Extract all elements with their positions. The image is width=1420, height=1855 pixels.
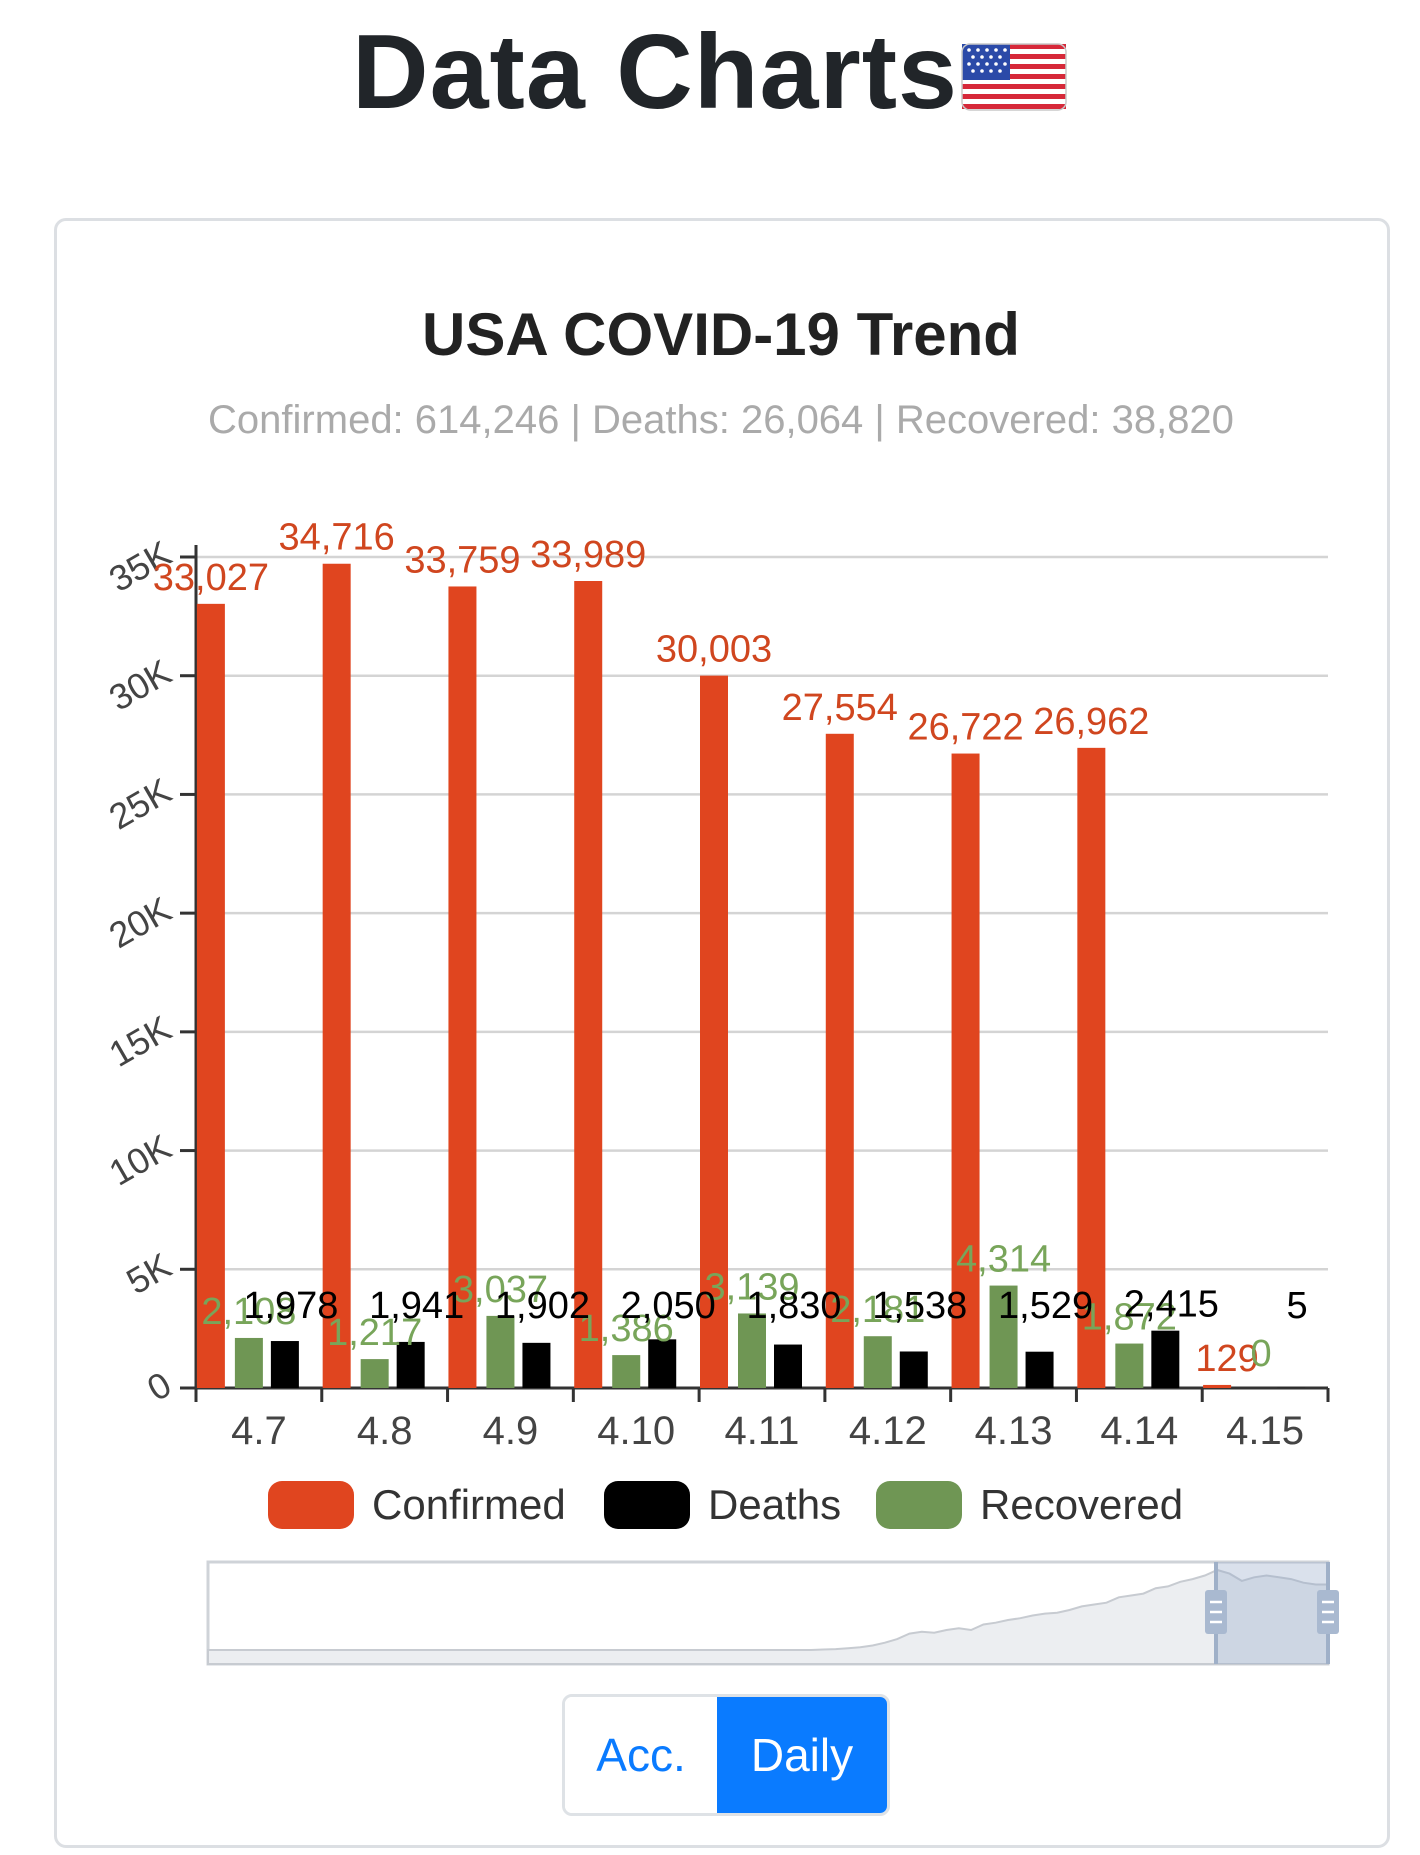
data-label-confirmed: 30,003 [656, 629, 772, 671]
datazoom-preview-area [207, 1568, 1329, 1665]
bar-confirmed [448, 586, 477, 1388]
accumulated-button[interactable]: Acc. [565, 1697, 717, 1813]
data-label-recovered: 1,217 [327, 1312, 422, 1354]
bar-recovered [989, 1285, 1018, 1388]
bar-confirmed [196, 603, 225, 1388]
y-tick-label: 30K [102, 651, 178, 719]
page-title: Data Charts [0, 12, 1420, 141]
legend-label-deaths: Deaths [708, 1481, 841, 1528]
data-label-deaths: 1,902 [495, 1285, 590, 1327]
x-tick-label: 4.13 [975, 1409, 1053, 1453]
data-label-deaths: 1,529 [998, 1285, 1093, 1327]
datazoom-selected-range [1216, 1562, 1328, 1664]
page-title-text: Data Charts [352, 13, 958, 131]
bar-recovered [612, 1355, 641, 1388]
bar-confirmed [700, 675, 728, 1388]
x-tick-label: 4.12 [849, 1409, 927, 1453]
x-tick-label: 4.8 [357, 1409, 413, 1453]
data-label-confirmed: 26,722 [907, 707, 1023, 749]
datazoom-left-handle[interactable] [1205, 1590, 1227, 1634]
y-tick-label: 0 [140, 1363, 178, 1409]
chart-title: USA COVID-19 Trend [422, 301, 1020, 368]
data-label-recovered: 4,314 [956, 1239, 1051, 1281]
data-label-confirmed: 34,716 [279, 517, 395, 559]
daily-button[interactable]: Daily [717, 1697, 887, 1813]
bar-deaths [522, 1342, 551, 1388]
legend-label-confirmed: Confirmed [372, 1481, 566, 1528]
data-label-recovered: 2,108 [201, 1291, 296, 1333]
data-label-recovered: 0 [1251, 1333, 1272, 1375]
y-tick-label: 10K [102, 1126, 178, 1194]
chart-subtitle: Confirmed: 614,246 | Deaths: 26,064 | Re… [208, 398, 1234, 442]
x-tick-label: 4.14 [1100, 1409, 1178, 1453]
bar-deaths [648, 1339, 677, 1388]
bar-recovered [863, 1336, 892, 1388]
x-tick-label: 4.15 [1226, 1409, 1304, 1453]
x-tick-label: 4.10 [597, 1409, 675, 1453]
bar-deaths [270, 1341, 299, 1388]
legend-swatch-confirmed [268, 1481, 354, 1529]
legend-label-recovered: Recovered [980, 1481, 1183, 1528]
bar-confirmed [1077, 747, 1106, 1388]
bar-deaths [774, 1344, 802, 1388]
data-label-confirmed: 33,759 [404, 539, 520, 581]
bar-recovered [234, 1337, 263, 1388]
data-label-deaths: 5 [1287, 1285, 1308, 1327]
datazoom-right-handle[interactable] [1317, 1590, 1339, 1634]
bar-confirmed [574, 581, 603, 1388]
bar-recovered [738, 1313, 766, 1388]
data-label-deaths: 2,415 [1124, 1284, 1219, 1326]
y-tick-label: 15K [102, 1007, 178, 1075]
bar-recovered [1115, 1343, 1144, 1388]
data-label-deaths: 1,538 [872, 1285, 967, 1327]
data-label-confirmed: 33,027 [153, 557, 269, 599]
bar-confirmed [825, 733, 854, 1388]
bar-deaths [899, 1351, 928, 1388]
y-tick-label: 25K [102, 770, 178, 838]
legend-swatch-deaths [604, 1481, 690, 1529]
bar-recovered [360, 1359, 389, 1388]
data-label-recovered: 1,386 [579, 1308, 674, 1350]
data-label-recovered: 3,037 [453, 1269, 548, 1311]
data-label-confirmed: 26,962 [1033, 701, 1149, 743]
data-label-recovered: 2,181 [830, 1289, 925, 1331]
data-label-deaths: 1,830 [746, 1285, 841, 1327]
bar-recovered [486, 1315, 515, 1388]
mode-toggle: Acc. Daily [562, 1694, 890, 1816]
data-label-recovered: 3,139 [704, 1266, 799, 1308]
y-tick-label: 5K [119, 1245, 178, 1303]
bar-confirmed [951, 753, 980, 1388]
x-tick-label: 4.9 [483, 1409, 539, 1453]
x-tick-label: 4.11 [725, 1409, 800, 1453]
bar-deaths [396, 1341, 425, 1388]
bar-deaths [1151, 1330, 1180, 1388]
data-label-deaths: 1,941 [369, 1285, 464, 1327]
y-tick-label: 20K [102, 889, 178, 957]
legend-swatch-recovered [876, 1481, 962, 1529]
bar-confirmed [322, 563, 351, 1388]
data-label-confirmed: 27,554 [782, 687, 898, 729]
x-tick-label: 4.7 [231, 1409, 287, 1453]
data-label-recovered: 1,872 [1082, 1297, 1177, 1339]
data-label-deaths: 2,050 [621, 1285, 716, 1327]
data-label-deaths: 1,978 [243, 1285, 338, 1327]
bar-confirmed [1203, 1384, 1232, 1388]
bar-deaths [1025, 1351, 1054, 1388]
data-label-confirmed: 33,989 [530, 534, 646, 576]
us-flag-icon [960, 20, 1068, 141]
data-label-confirmed: 129 [1195, 1338, 1258, 1380]
